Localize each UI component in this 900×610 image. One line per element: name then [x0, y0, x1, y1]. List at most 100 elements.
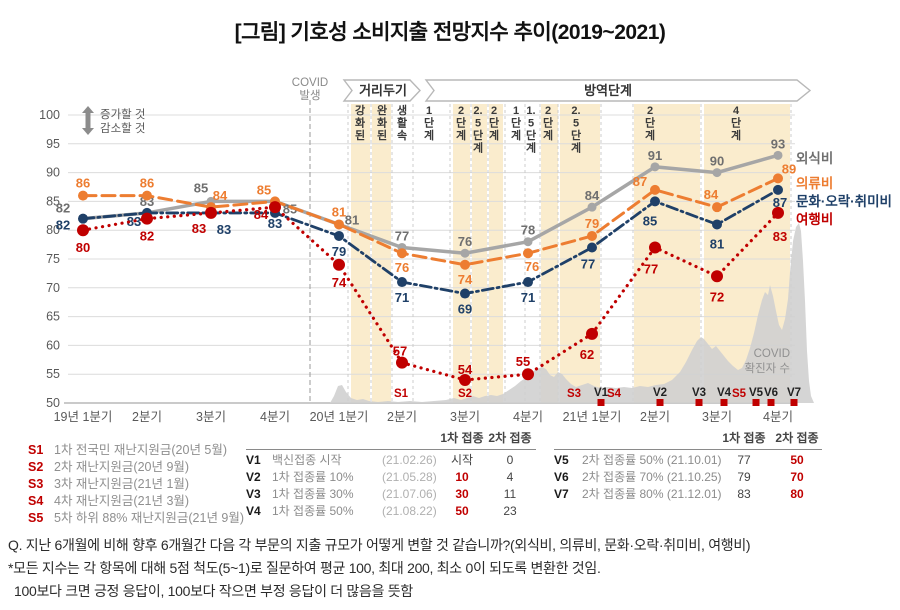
stimulus-text: 2차 재난지원금(20년 9월): [54, 460, 190, 474]
stimulus-row: S3 3차 재난지원금(21년 1월): [28, 476, 258, 493]
series-marker-travel: [396, 356, 408, 369]
event-marker-s4: S4: [607, 388, 622, 400]
x-tick-label: 3분기: [196, 410, 226, 424]
event-marker-v5: V5: [749, 387, 764, 399]
series-value-label-dining-out: 77: [395, 228, 409, 243]
series-marker-clothing: [773, 173, 783, 184]
vaccine-row-v5: V5 2차 접종률 50% (21.10.01) 77 50: [554, 452, 822, 469]
series-marker-clothing: [460, 259, 470, 270]
series-marker-clothing: [397, 248, 407, 259]
series-value-label-clothing: 84: [213, 188, 228, 203]
series-marker-dining-out: [523, 237, 533, 247]
spacer: [582, 430, 716, 447]
event-square-v1: [597, 399, 605, 406]
series-marker-culture-leisure-hobby: [773, 184, 783, 195]
series-marker-clothing: [712, 202, 722, 213]
series-value-label-culture-leisure-hobby: 83: [217, 222, 231, 237]
x-tick-label: 2분기: [132, 410, 162, 424]
vaccine-table-right: 1차 접종 2차 접종 V5 2차 접종률 50% (21.10.01) 77 50 V6 2…: [554, 430, 822, 503]
event-square-v7: [790, 399, 798, 406]
series-line-travel: [81, 205, 780, 382]
vaccine-id: V7: [554, 487, 569, 501]
dose2-value: 11: [503, 487, 517, 501]
dose1-value: 50: [455, 504, 469, 518]
series-marker-clothing: [142, 190, 152, 201]
quarantine-banner-label: 방역단계: [584, 83, 632, 98]
series-value-label-clothing: 86: [140, 176, 154, 191]
stimulus-row: S2 2차 재난지원금(20년 9월): [28, 459, 258, 476]
series-value-label-clothing: 81: [332, 204, 346, 219]
series-value-label-travel: 72: [710, 289, 724, 304]
legend-travel: 여행비: [796, 211, 833, 227]
covid-outbreak-label: 발생: [299, 89, 320, 102]
vaccine-table-header: 1차 접종 2차 접종: [554, 430, 822, 450]
footnote-method: *모든 지수는 각 항목에 대해 5점 척도(5~1)로 질문하여 평균 100…: [8, 560, 601, 576]
stimulus-text: 5차 하위 88% 재난지원금(21년 9월): [54, 511, 245, 525]
vaccine-desc: 1차 접종률 10%: [272, 470, 354, 484]
dose2-value: 23: [503, 504, 517, 518]
series-value-label-clothing: 84: [704, 187, 719, 202]
footnotes: Q. 지난 6개월에 비해 향후 6개월간 다음 각 부문의 지출 규모가 어떻…: [8, 534, 896, 603]
event-square-v2: [656, 399, 664, 406]
series-value-label-travel: 83: [773, 229, 787, 244]
series-marker-clothing: [78, 190, 88, 201]
vaccine-desc: 1차 접종률 50%: [272, 504, 354, 518]
series-value-label-clothing: 89: [782, 161, 796, 176]
series-marker-culture-leisure-hobby: [397, 277, 407, 288]
series-value-label-dining-out: 82: [56, 201, 70, 216]
vaccine-id: V4: [246, 504, 261, 518]
stage-label: 1. 5 단 계: [526, 105, 536, 155]
event-marker-s2: S2: [458, 388, 472, 400]
series-value-label-dining-out: 84: [585, 188, 600, 203]
stimulus-id: S4: [28, 494, 44, 508]
vaccine-id: V6: [554, 470, 569, 484]
event-square-v5: [752, 399, 760, 406]
series-value-label-dining-out: 81: [345, 212, 359, 227]
series-marker-clothing: [587, 230, 597, 241]
series-value-label-clothing: 76: [525, 259, 539, 274]
legend-culture-leisure-hobby: 문화·오락·취미비: [796, 194, 892, 209]
series-value-label-culture-leisure-hobby: 82: [56, 218, 70, 233]
series-value-label-dining-out: 78: [521, 223, 535, 238]
event-square-v4: [720, 399, 728, 406]
series-value-label-travel: 84: [254, 207, 269, 222]
stimulus-text: 3차 재난지원금(21년 1월): [54, 477, 190, 491]
x-tick-label: 19년 1분기: [54, 410, 113, 424]
series-value-label-clothing: 76: [395, 260, 409, 275]
dose2-value: 80: [790, 487, 804, 501]
dose2-value: 0: [506, 453, 514, 467]
series-marker-dining-out: [650, 162, 660, 172]
stimulus-id: S1: [28, 443, 44, 457]
series-marker-culture-leisure-hobby: [523, 277, 533, 288]
series-value-label-travel: 57: [393, 344, 407, 359]
dose1-value: 79: [737, 470, 751, 484]
dose2-value: 70: [790, 470, 804, 484]
spacer: [382, 430, 440, 447]
x-tick-label: 3분기: [702, 410, 732, 424]
vaccine-id: V5: [554, 453, 569, 467]
series-marker-dining-out: [712, 168, 722, 178]
y-tick-label: 95: [46, 137, 60, 151]
vaccine-desc: 1차 접종률 30%: [272, 487, 354, 501]
series-marker-clothing: [523, 248, 533, 259]
series-value-label-clothing: 79: [585, 216, 599, 231]
series-value-label-dining-out: 90: [710, 154, 724, 169]
stimulus-row: S1 1차 전국민 재난지원금(20년 5월): [28, 442, 258, 459]
series-value-label-culture-leisure-hobby: 69: [458, 302, 472, 317]
series-value-label-travel: 74: [332, 275, 347, 290]
series-value-label-culture-leisure-hobby: 81: [710, 236, 724, 251]
event-marker-v6: V6: [764, 387, 778, 399]
distancing-banner-label: 거리두기: [359, 83, 407, 98]
series-line-dining-out: [81, 153, 780, 256]
stimulus-id: S5: [28, 511, 44, 525]
dose1-value: 시작: [450, 453, 474, 467]
vaccine-date: (21.08.22): [382, 504, 437, 518]
footnote-meaning: 100보다 크면 긍정 응답이, 100보다 작으면 부정 응답이 더 많음을 …: [14, 583, 413, 599]
vaccine-desc: 2차 접종률 70% (21.10.25): [582, 470, 722, 484]
series-marker-culture-leisure-hobby: [587, 242, 597, 253]
